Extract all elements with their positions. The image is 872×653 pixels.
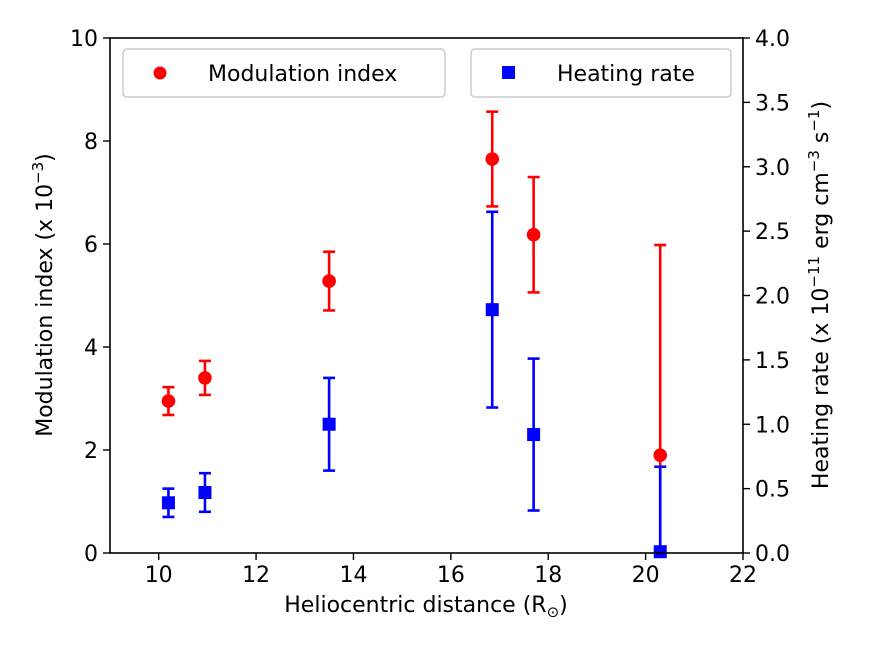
x-axis-label-sub: ⊙ (547, 603, 560, 621)
x-tick-label: 20 (632, 563, 660, 588)
heating-point (485, 303, 499, 317)
heating-point (161, 496, 175, 510)
right-y-axis-label-mid: erg cm (809, 172, 834, 256)
x-axis-label-close: ) (559, 593, 568, 618)
right-y-tick-label: 1.0 (755, 413, 790, 438)
legend-label-heating: Heating rate (557, 62, 695, 87)
right-y-axis-label-main: Heating rate (x 10 (809, 288, 834, 489)
right-y-tick-label: 2.5 (755, 220, 790, 245)
modulation-point (653, 448, 668, 462)
left-y-axis-label-exp: −3 (29, 162, 47, 184)
legend-marker-heating (502, 66, 515, 79)
left-y-tick-label: 2 (84, 439, 98, 464)
modulation-point (526, 227, 541, 242)
right-y-axis-label-mid2: s (809, 132, 834, 150)
right-y-axis-label-exp2: −3 (805, 150, 823, 172)
left-y-tick-label: 0 (84, 542, 98, 567)
heating-point (653, 545, 667, 559)
legend-modulation-index: Modulation index (122, 48, 446, 98)
left-y-tick-label: 8 (84, 130, 98, 155)
right-y-tick-label: 0.5 (755, 478, 790, 503)
x-tick-label: 10 (145, 563, 173, 588)
x-tick-label: 22 (729, 563, 757, 588)
heating-point (527, 428, 541, 442)
x-tick-label: 14 (339, 563, 367, 588)
right-y-tick-label: 1.5 (755, 349, 790, 374)
left-y-tick-label: 4 (84, 336, 98, 361)
x-tick-label: 18 (534, 563, 562, 588)
right-y-axis-label: Heating rate (x 10−11 erg cm−3 s−1) (805, 101, 834, 489)
legend-box-modulation (122, 48, 446, 98)
left-y-axis-label-main: Modulation index (x 10 (33, 184, 58, 437)
right-y-tick-label: 3.0 (755, 156, 790, 181)
right-y-axis-label-exp3: −1 (805, 110, 823, 132)
left-y-axis-ticks: 0 2 4 6 8 10 (70, 27, 110, 567)
legend-box-heating (470, 48, 732, 98)
heating-point (322, 417, 336, 431)
modulation-point (161, 394, 176, 408)
modulation-point (198, 371, 212, 385)
modulation-point (485, 152, 500, 166)
modulation-point (322, 274, 336, 288)
x-axis-ticks: 10 12 14 16 18 20 22 (145, 553, 757, 588)
legend-heating-rate: Heating rate (470, 48, 732, 98)
left-y-axis-label: Modulation index (x 10−3) (29, 153, 58, 437)
right-y-axis-label-close: ) (809, 101, 834, 110)
x-axis-label: Heliocentric distance (R⊙) (284, 593, 567, 621)
right-y-axis-label-exp1: −11 (805, 256, 823, 288)
right-y-tick-label: 0.0 (755, 542, 790, 567)
heating-point (198, 485, 212, 499)
left-y-axis-label-close: ) (33, 153, 58, 162)
right-y-axis-ticks: 0.0 0.5 1.0 1.5 2.0 2.5 3.0 3.5 4.0 (743, 27, 790, 567)
x-axis-label-main: Heliocentric distance (R (284, 593, 546, 618)
right-y-tick-label: 2.0 (755, 285, 790, 310)
right-y-tick-label: 4.0 (755, 27, 790, 52)
right-y-tick-label: 3.5 (755, 91, 790, 116)
left-y-tick-label: 10 (70, 27, 98, 52)
plot-frame (109, 37, 744, 554)
x-tick-label: 16 (437, 563, 465, 588)
x-tick-label: 12 (242, 563, 270, 588)
legend-marker-modulation (153, 66, 167, 80)
left-y-tick-label: 6 (84, 233, 98, 258)
legend-label-modulation: Modulation index (208, 62, 397, 87)
series-layer (161, 110, 668, 559)
